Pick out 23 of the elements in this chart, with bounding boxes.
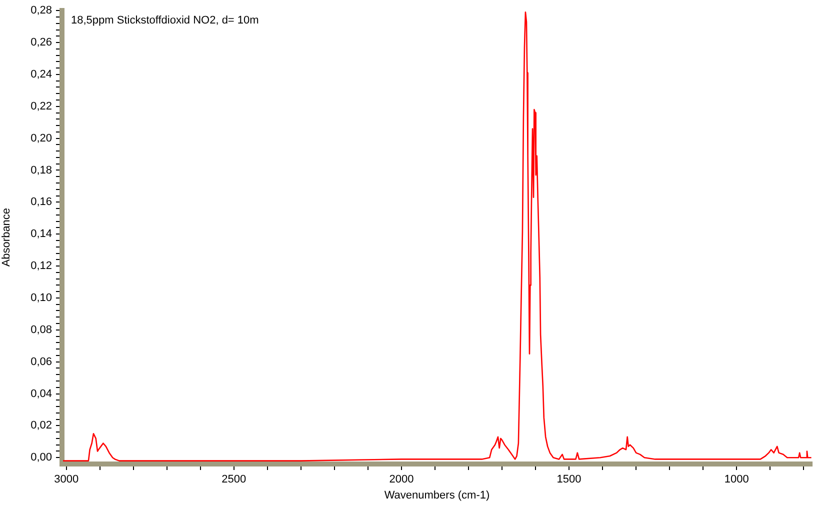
x-tick-label: 2000 xyxy=(389,474,414,486)
y-tick-label: 0,08 xyxy=(30,324,52,336)
x-tick-label: 1500 xyxy=(556,474,582,486)
y-tick-label: 0,22 xyxy=(30,100,52,112)
y-tick-label: 0,20 xyxy=(30,132,52,144)
y-tick-label: 0,06 xyxy=(30,356,52,368)
x-tick-label: 3000 xyxy=(54,474,79,486)
y-axis-title: Absorbance xyxy=(0,208,13,267)
chart-title: 18,5ppm Stickstoffdioxid NO2, d= 10m xyxy=(71,14,259,27)
y-tick-label: 0,18 xyxy=(30,164,52,176)
y-tick-label: 0,26 xyxy=(30,36,52,49)
y-tick-label: 0,04 xyxy=(30,388,52,400)
y-tick-label: 0,14 xyxy=(30,228,52,240)
x-tick-label: 1000 xyxy=(724,474,749,486)
y-tick-label: 0,12 xyxy=(30,260,52,272)
y-tick-label: 0,16 xyxy=(30,196,52,208)
y-tick-label: 0,10 xyxy=(30,292,52,304)
y-tick-label: 0,02 xyxy=(30,420,52,432)
x-tick-label: 2500 xyxy=(222,474,246,486)
x-axis-title: Wavenumbers (cm-1) xyxy=(384,489,490,502)
y-tick-label: 0,28 xyxy=(30,4,52,17)
y-tick-label: 0,00 xyxy=(30,452,52,464)
y-tick-label: 0,24 xyxy=(30,68,52,80)
